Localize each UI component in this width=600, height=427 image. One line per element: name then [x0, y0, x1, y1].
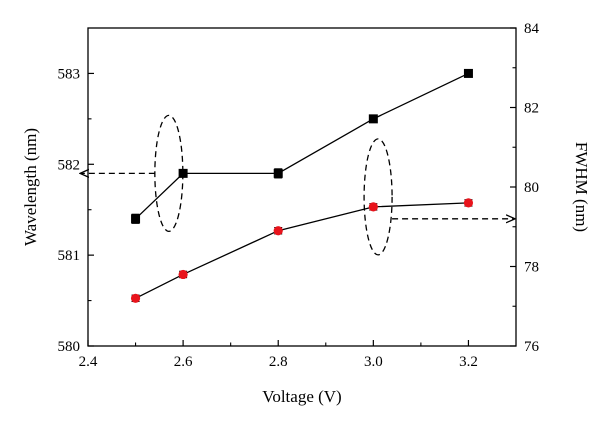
- annotations: [80, 114, 515, 256]
- x-axis-title: Voltage (V): [262, 387, 341, 406]
- left-y-tick-label: 581: [58, 248, 81, 264]
- x-tick-label: 3.0: [364, 354, 383, 370]
- annotation-ellipse-1: [363, 138, 393, 256]
- x-axis-ticks: 2.4 2.6 2.8 3.0 3.2: [79, 340, 478, 370]
- right-y-tick-label: 76: [524, 339, 540, 355]
- series-1-point: [178, 269, 188, 280]
- series-1-point: [130, 293, 141, 303]
- series-0-point: [463, 68, 473, 78]
- x-tick-label: 2.6: [174, 354, 193, 370]
- series-0-line: [135, 72, 469, 220]
- left-y-axis-title: Wavelength (nm): [21, 128, 40, 246]
- right-y-axis-ticks: 76 78 80 82 84: [510, 21, 540, 355]
- series-1-point: [273, 226, 283, 236]
- right-y-axis-title: FWHM (nm): [572, 142, 591, 232]
- x-tick-label: 2.4: [79, 354, 98, 370]
- series-1-point: [368, 202, 378, 212]
- series-0-point: [368, 114, 378, 124]
- series-0-point: [178, 168, 188, 178]
- right-y-tick-label: 80: [524, 180, 539, 196]
- left-y-axis-ticks: 580 581 582 583: [58, 66, 94, 355]
- series-0-point: [273, 168, 283, 178]
- x-tick-label: 2.8: [269, 354, 288, 370]
- plot-frame: [87, 27, 517, 347]
- right-y-tick-label: 82: [524, 101, 539, 117]
- left-y-tick-label: 580: [58, 339, 81, 355]
- right-y-tick-label: 84: [524, 21, 540, 37]
- right-y-tick-label: 78: [524, 260, 539, 276]
- series-1-point: [463, 198, 474, 208]
- left-y-tick-label: 582: [58, 157, 81, 173]
- x-tick-label: 3.2: [459, 354, 478, 370]
- series-layer: [130, 68, 474, 303]
- series-0-point: [131, 214, 141, 224]
- left-y-tick-label: 583: [58, 66, 81, 82]
- series-1-line: [135, 202, 469, 299]
